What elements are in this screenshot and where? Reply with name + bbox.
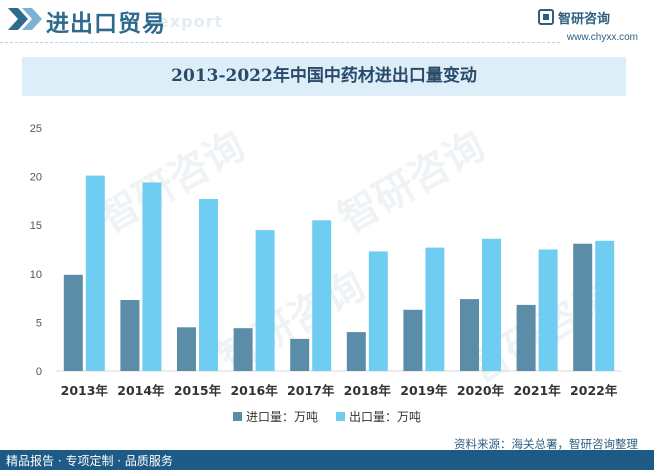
brand-name: 智研咨询 xyxy=(558,12,611,27)
x-tick-label: 2016年 xyxy=(230,383,278,398)
bar-import xyxy=(63,274,83,371)
x-tick-label: 2017年 xyxy=(287,383,335,398)
x-tick-label: 2020年 xyxy=(457,383,505,398)
x-tick-label: 2014年 xyxy=(117,383,165,398)
x-tick-label: 2021年 xyxy=(513,383,561,398)
y-tick-label: 20 xyxy=(30,172,42,184)
brand-logo-icon xyxy=(538,9,554,25)
header-ghost-text: export xyxy=(158,12,224,31)
y-tick-label: 15 xyxy=(30,220,42,232)
bar-import xyxy=(120,300,140,371)
bar-export xyxy=(312,220,332,371)
brand: 智研咨询 www.chyxx.com xyxy=(538,8,638,48)
bar-import xyxy=(233,328,253,371)
legend-label: 出口量：万吨 xyxy=(349,410,421,424)
legend-swatch xyxy=(336,412,345,421)
bar-export xyxy=(482,238,501,371)
y-tick-label: 0 xyxy=(36,366,42,378)
x-tick-label: 2019年 xyxy=(400,383,448,398)
y-tick-label: 25 xyxy=(30,123,42,135)
source-note: 资料来源：海关总署，智研咨询整理 xyxy=(454,437,638,451)
bar-import xyxy=(573,243,593,371)
double-chevron-icon xyxy=(8,8,42,30)
x-tick-label: 2022年 xyxy=(570,383,618,398)
bar-import xyxy=(290,338,310,371)
y-tick-label: 10 xyxy=(30,269,42,281)
bar-export xyxy=(142,182,162,371)
page-header: export 进出口贸易 智研咨询 www.chyxx.com xyxy=(0,0,654,43)
bar-import xyxy=(516,304,536,371)
bar-import xyxy=(177,327,196,371)
legend-label: 进口量：万吨 xyxy=(246,410,318,424)
bar-export xyxy=(538,249,558,371)
bar-import xyxy=(346,332,366,371)
bar-export xyxy=(85,175,105,371)
page-title: 进出口贸易 xyxy=(46,11,166,37)
x-tick-label: 2015年 xyxy=(174,383,222,398)
y-tick-label: 5 xyxy=(36,317,42,329)
bar-export xyxy=(255,230,275,371)
x-tick-label: 2018年 xyxy=(344,383,392,398)
bar-export xyxy=(595,240,615,371)
header-divider xyxy=(0,42,560,43)
footer-bar: 精品报告 · 专项定制 · 品质服务 xyxy=(0,450,654,470)
chart-title-box: 2013-2022年中国中药材进出口量变动 xyxy=(22,57,626,96)
bar-export xyxy=(199,199,218,371)
bar-import xyxy=(403,309,423,371)
x-tick-label: 2013年 xyxy=(61,383,109,398)
footer-slogan: 精品报告 · 专项定制 · 品质服务 xyxy=(6,454,173,468)
bar-export xyxy=(368,251,388,371)
brand-url[interactable]: www.chyxx.com xyxy=(566,32,638,43)
bar-import xyxy=(460,299,479,371)
chart-title: 2013-2022年中国中药材进出口量变动 xyxy=(171,66,477,86)
legend-swatch xyxy=(233,412,242,421)
bar-export xyxy=(425,247,445,371)
